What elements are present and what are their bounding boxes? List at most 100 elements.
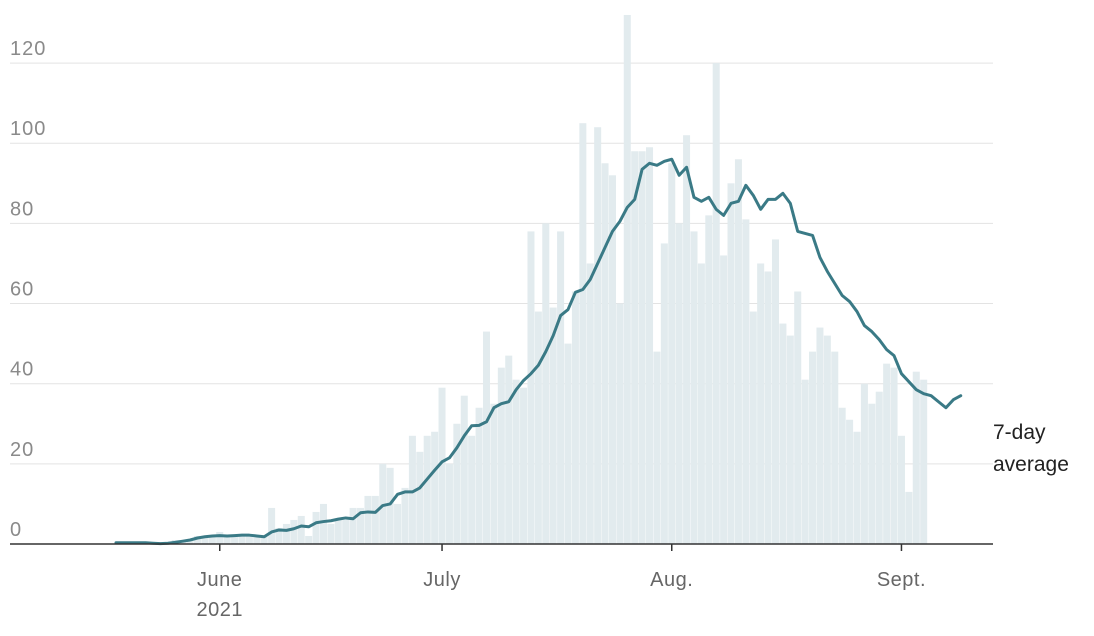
- bar: [379, 463, 387, 544]
- bar: [260, 535, 268, 544]
- bar: [275, 527, 283, 544]
- bar: [868, 403, 876, 544]
- bar: [720, 255, 728, 544]
- bar: [445, 463, 453, 544]
- bar: [705, 215, 713, 544]
- bar: [838, 407, 846, 544]
- bar: [920, 379, 928, 544]
- bar: [564, 343, 572, 544]
- bar: [297, 515, 305, 544]
- bar: [238, 535, 246, 544]
- y-tick-label: 40: [10, 359, 34, 381]
- bar: [482, 331, 491, 544]
- y-tick-label: 20: [10, 439, 34, 461]
- bar: [883, 363, 891, 544]
- bar: [586, 263, 594, 544]
- x-tick-label: July: [423, 569, 461, 591]
- bar: [319, 503, 327, 544]
- bar: [846, 419, 854, 544]
- seven-day-average: [114, 157, 963, 546]
- bar: [512, 379, 520, 544]
- bar: [890, 367, 898, 544]
- y-tick-label: 60: [10, 279, 34, 301]
- bar: [764, 271, 772, 544]
- bar: [194, 535, 202, 544]
- bar: [394, 503, 402, 544]
- bar: [408, 435, 416, 544]
- bar: [816, 327, 824, 544]
- bar: [231, 535, 239, 544]
- x-tick-label: June: [197, 569, 242, 591]
- bar: [342, 519, 350, 544]
- bar: [453, 423, 461, 544]
- bar: [616, 303, 624, 544]
- bar: [757, 263, 765, 544]
- bar: [690, 231, 698, 544]
- bar: [364, 495, 372, 544]
- bar: [216, 531, 224, 544]
- bar: [475, 407, 483, 544]
- bar: [327, 523, 335, 544]
- bar: [201, 535, 209, 544]
- bar: [594, 127, 602, 544]
- bar: [571, 291, 579, 544]
- x-tick-label: Sept.: [877, 569, 926, 591]
- bar: [675, 223, 683, 544]
- bar: [646, 147, 654, 544]
- series-label-line-1: 7-day: [993, 421, 1046, 444]
- bar: [579, 123, 587, 544]
- bar: [305, 535, 313, 544]
- bar: [794, 291, 802, 544]
- x-axis: [10, 543, 993, 551]
- x-tick-sublabel: 2021: [196, 599, 243, 621]
- bar: [734, 159, 742, 544]
- y-axis-labels: 0 20 40 60 80 100 120: [10, 38, 46, 541]
- bar: [905, 491, 913, 544]
- bar: [401, 487, 409, 544]
- bar: [853, 431, 861, 544]
- bar: [386, 467, 394, 544]
- bar: [549, 307, 557, 544]
- bar: [290, 519, 298, 544]
- bar: [223, 535, 231, 544]
- bar: [608, 175, 616, 545]
- y-tick-label: 100: [10, 118, 46, 140]
- bar: [897, 435, 905, 544]
- bar: [534, 311, 542, 544]
- average-line: [114, 157, 963, 546]
- bar: [786, 335, 794, 544]
- bar: [771, 239, 779, 544]
- daily-bars: [171, 14, 928, 545]
- bar: [542, 223, 550, 544]
- bar: [468, 435, 476, 544]
- bar: [727, 183, 735, 545]
- bar: [334, 519, 342, 544]
- bar: [186, 539, 194, 544]
- bar: [371, 495, 379, 544]
- bar: [268, 507, 276, 544]
- bar: [520, 387, 528, 544]
- bar: [697, 263, 705, 544]
- bar: [505, 355, 513, 544]
- bar: [912, 371, 920, 544]
- bar: [623, 14, 631, 544]
- bar: [431, 431, 439, 544]
- bar: [601, 163, 609, 544]
- y-tick-label: 120: [10, 38, 46, 60]
- bar: [460, 395, 468, 544]
- bar: [416, 451, 424, 544]
- bar: [712, 63, 720, 544]
- bar: [660, 243, 668, 544]
- bar: [245, 535, 253, 544]
- bar: [809, 351, 817, 544]
- bar: [801, 379, 809, 544]
- bar: [631, 151, 639, 544]
- bar: [527, 231, 535, 544]
- bar: [823, 335, 831, 544]
- bar: [779, 323, 787, 544]
- series-label-line-2: average: [993, 453, 1069, 476]
- x-axis-labels: June 2021 July Aug. Sept.: [196, 569, 926, 621]
- bar: [438, 387, 446, 544]
- x-tick-label: Aug.: [650, 569, 693, 591]
